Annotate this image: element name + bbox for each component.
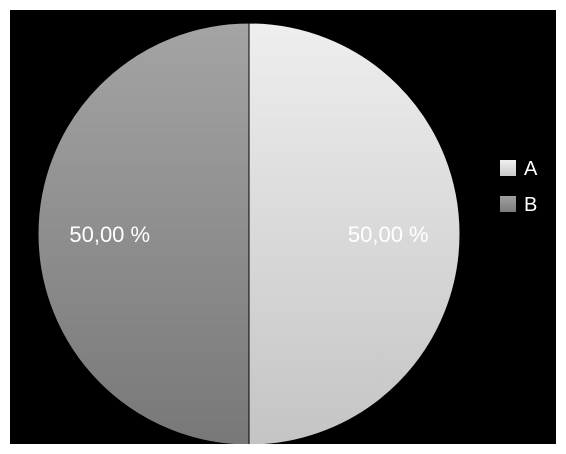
legend-label-a: A: [524, 158, 538, 180]
legend-swatch-b: [500, 196, 516, 212]
pie-chart: 50,00 % 50,00 % AB: [37, 22, 538, 444]
data-label-b: 50,00 %: [69, 222, 150, 247]
pie-slice-b: [37, 22, 250, 444]
legend: AB: [500, 158, 538, 216]
pie-slice-a: [248, 22, 461, 444]
legend-swatch-a: [500, 160, 516, 176]
legend-label-b: B: [524, 194, 537, 216]
data-label-a: 50,00 %: [348, 222, 429, 247]
